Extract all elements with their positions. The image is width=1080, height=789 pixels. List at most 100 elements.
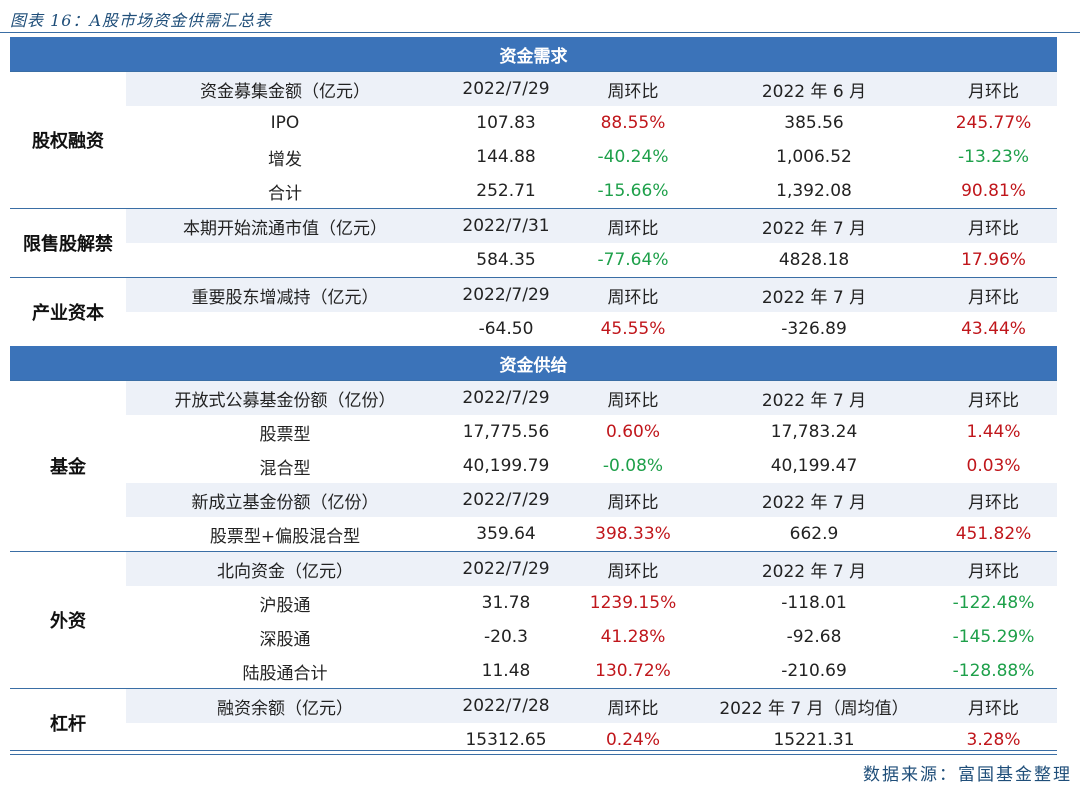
table-cell: 沪股通 (259, 595, 311, 616)
header-cell: 2022/7/28 (444, 688, 568, 723)
table-cell: -128.88% (952, 661, 1035, 681)
table-row: 15312.65 0.24% 15221.31 3.28% (10, 723, 1057, 757)
table-cell: 43.44% (961, 319, 1026, 339)
table-cell: 0.03% (966, 456, 1021, 476)
header-cell: 周环比 (568, 380, 698, 415)
header-cell: 开放式公募基金份额（亿份） (126, 380, 444, 415)
table-cell: 662.9 (789, 524, 839, 544)
table-cell: -20.3 (484, 627, 528, 647)
table-cell: 15221.31 (773, 730, 855, 750)
table-cell: 合计 (268, 183, 302, 204)
table-cell: 0.60% (605, 422, 660, 442)
category-label: 产业资本 (10, 277, 126, 346)
table-cell: 股票型 (259, 424, 311, 445)
table-row: 陆股通合计 11.48 130.72% -210.69 -128.88% (10, 654, 1057, 689)
section-band-label: 资金供给 (10, 346, 1058, 381)
category-label: 股权融资 (10, 71, 126, 209)
table-cell: -118.01 (781, 593, 847, 613)
table-cell: 混合型 (259, 458, 311, 479)
table-bottom-rule-thin (10, 754, 1057, 755)
table-cell: 398.33% (595, 524, 671, 544)
header-cell: 月环比 (930, 380, 1058, 415)
header-cell: 2022/7/29 (444, 380, 568, 415)
header-cell: 2022 年 7 月 (698, 380, 930, 415)
table-row: 增发 144.88 -40.24% 1,006.52 -13.23% (10, 140, 1057, 174)
table-cell: -64.50 (478, 319, 534, 339)
header-cell: 周环比 (568, 483, 698, 517)
header-cell: 月环比 (930, 208, 1058, 243)
header-cell: 月环比 (930, 483, 1058, 517)
table-cell: 17,783.24 (770, 422, 858, 442)
table-cell: 11.48 (481, 661, 531, 681)
header-cell: 月环比 (930, 688, 1058, 723)
table-cell: 陆股通合计 (242, 663, 328, 684)
table-cell: 584.35 (476, 250, 536, 270)
header-row: 基金 开放式公募基金份额（亿份） 2022/7/29 周环比 2022 年 7 月月环比 (10, 380, 1058, 552)
table-cell: 144.88 (476, 147, 536, 167)
header-cell: 2022 年 6 月 (698, 71, 930, 106)
table-cell (126, 723, 444, 757)
header-cell: 周环比 (568, 208, 698, 243)
table-cell: 1,006.52 (776, 147, 852, 167)
title-divider (0, 32, 1080, 33)
header-row: 杠杆 融资余额（亿元） 2022/7/28 周环比 2022 年 7 月（周均值） 月环比 (10, 688, 1058, 757)
table-cell: 股票型+偏股混合型 (209, 526, 361, 547)
table-cell: 1.44% (966, 422, 1021, 442)
table-cell: -326.89 (781, 319, 847, 339)
table-row: 584.35 -77.64% 4828.18 17.96% (10, 243, 1057, 278)
table-cell: -77.64% (597, 250, 669, 270)
table-cell: 107.83 (476, 113, 536, 133)
table-cell: -0.08% (602, 456, 664, 476)
table-cell: 17.96% (961, 250, 1026, 270)
table-row: IPO 107.83 88.55% 385.56 245.77% (10, 106, 1057, 140)
header-cell: 2022/7/29 (444, 483, 568, 517)
table-bottom-rule (10, 750, 1057, 751)
source-note: 数据来源：富国基金整理 (863, 765, 1072, 785)
header-row: 外资 北向资金（亿元） 2022/7/29 周环比 2022 年 7 月月环比 (10, 551, 1058, 689)
table-cell: 40,199.79 (462, 456, 550, 476)
table-cell: -13.23% (958, 147, 1029, 167)
table-cell: 15312.65 (465, 730, 547, 750)
table-row: 沪股通 31.78 1239.15% -118.01 -122.48% (10, 586, 1057, 620)
header-row: 限售股解禁 本期开始流通市值（亿元） 2022/7/31 周环比 2022 年 7 月月… (10, 208, 1058, 278)
table-cell: 41.28% (600, 627, 666, 647)
header-cell: 2022 年 7 月 (698, 551, 930, 586)
supply-demand-table: 资金需求 股权融资 资金募集金额（亿元） 2022/7/29 周环比 2022 年 6 月… (10, 37, 1058, 757)
table-cell (126, 312, 444, 346)
table-row: 股票型 17,775.56 0.60% 17,783.24 1.44% (10, 415, 1057, 449)
table-cell: -210.69 (781, 661, 847, 681)
table-cell: 90.81% (961, 181, 1026, 201)
table-cell: -40.24% (597, 147, 669, 167)
table-cell: 252.71 (476, 181, 536, 201)
table-cell: 3.28% (966, 730, 1021, 750)
table-cell: 88.55% (600, 113, 666, 133)
header-row: 新成立基金份额（亿份） 2022/7/29 周环比 2022 年 7 月月环比 (10, 483, 1058, 517)
table-cell: 451.82% (955, 524, 1032, 544)
table-cell: -15.66% (597, 181, 669, 201)
category-label: 基金 (10, 380, 126, 552)
header-cell: 2022 年 7 月 (698, 483, 930, 517)
chart-title: 图表 16：A股市场资金供需汇总表 (10, 11, 273, 30)
header-cell: 月环比 (930, 71, 1058, 106)
section-band-demand: 资金需求 (10, 37, 1058, 72)
table-cell: 245.77% (955, 113, 1032, 133)
table-cell: 0.24% (605, 730, 660, 750)
table-cell: 4828.18 (778, 250, 850, 270)
header-cell: 2022/7/29 (444, 71, 568, 106)
header-cell: 2022 年 7 月 (698, 277, 930, 312)
table-row: 深股通 -20.3 41.28% -92.68 -145.29% (10, 620, 1057, 654)
header-cell: 本期开始流通市值（亿元） (126, 208, 444, 243)
table-cell: 359.64 (476, 524, 536, 544)
header-cell: 2022/7/31 (444, 208, 568, 243)
header-cell: 新成立基金份额（亿份） (126, 483, 444, 517)
table-row: 股票型+偏股混合型 359.64 398.33% 662.9 451.82% (10, 517, 1057, 552)
header-cell: 北向资金（亿元） (126, 551, 444, 586)
table-cell: 31.78 (481, 593, 531, 613)
header-cell: 周环比 (568, 71, 698, 106)
header-cell: 2022/7/29 (444, 277, 568, 312)
table-cell: 深股通 (259, 629, 311, 650)
section-band-supply: 资金供给 (10, 346, 1058, 381)
table-cell (126, 243, 444, 278)
section-band-label: 资金需求 (10, 37, 1058, 72)
header-row: 股权融资 资金募集金额（亿元） 2022/7/29 周环比 2022 年 6 月月环比 (10, 71, 1058, 209)
